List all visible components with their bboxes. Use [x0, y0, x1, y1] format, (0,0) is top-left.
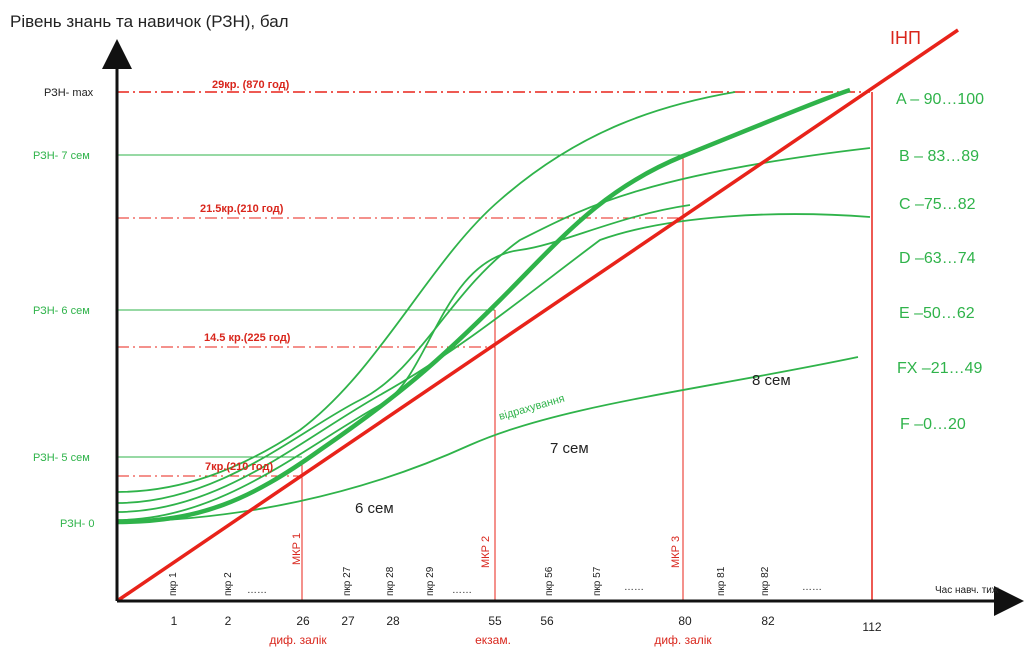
- y-label-sem5: РЗН- 5 сем: [33, 452, 90, 464]
- mkr-label: МКР 3: [670, 536, 682, 568]
- pkr-label: пкр 29: [425, 566, 436, 596]
- chart-title: Рівень знань та навичок (РЗН), бал: [10, 12, 289, 31]
- x-sub-dif-zalik-1: диф. залік: [269, 633, 327, 647]
- x-tick-28: 28: [386, 614, 400, 628]
- dots-gap: ……: [247, 585, 267, 596]
- main-progress-curve: [116, 87, 851, 525]
- inp-line: [116, 28, 959, 603]
- x-tick-112: 112: [862, 620, 881, 634]
- grade-d: D –63…74: [899, 250, 976, 267]
- credit-label-29: 29кр. (870 год): [212, 79, 290, 91]
- x-tick-82: 82: [761, 614, 775, 628]
- credit-label-21: 21.5кр.(210 год): [200, 203, 284, 215]
- pkr-label: пкр 57: [592, 566, 603, 596]
- grade-b: B – 83…89: [899, 148, 979, 165]
- x-tick-27: 27: [341, 614, 355, 628]
- dots-gap: ……: [802, 582, 822, 593]
- x-tick-55: 55: [488, 614, 502, 628]
- dots-gap: ……: [452, 585, 472, 596]
- pkr-label: пкр 82: [760, 566, 771, 596]
- curve-dropout: [116, 356, 859, 523]
- y-label-max: РЗН- max: [44, 87, 94, 99]
- semester-label-8: 8 сем: [752, 372, 791, 389]
- semester-label-6: 6 сем: [355, 500, 394, 517]
- x-tick-56: 56: [540, 614, 554, 628]
- grade-e: E –50…62: [899, 305, 975, 322]
- pkr-label: пкр 56: [544, 566, 555, 596]
- x-tick-2: 2: [225, 614, 232, 628]
- pkr-label: пкр 2: [223, 572, 234, 596]
- curve-d: [116, 204, 691, 521]
- pkr-label: пкр 28: [385, 566, 396, 596]
- y-label-sem7: РЗН- 7 сем: [33, 150, 90, 162]
- x-tick-26: 26: [296, 614, 310, 628]
- credit-label-14: 14.5 кр.(225 год): [204, 332, 291, 344]
- pkr-label: пкр 27: [342, 566, 353, 596]
- curve-b: [116, 147, 871, 504]
- credit-label-7: 7кр.(210 год): [205, 461, 273, 473]
- pkr-label: пкр 81: [716, 566, 727, 596]
- inp-label: ІНП: [890, 28, 921, 48]
- x-tick-1: 1: [171, 614, 178, 628]
- green-curves: [116, 91, 871, 523]
- x-axis-label: Час навч. тиж: [935, 585, 999, 596]
- grade-fx: FX –21…49: [897, 360, 982, 377]
- mkr-label: МКР 2: [480, 536, 492, 568]
- semester-label-7: 7 сем: [550, 440, 589, 457]
- dots-gap: ……: [624, 582, 644, 593]
- mkr-label: МКР 1: [291, 533, 303, 565]
- curve-top: [116, 91, 736, 493]
- pkr-label: пкр 1: [168, 572, 179, 596]
- y-label-zero: РЗН- 0: [60, 518, 95, 530]
- grade-f: F –0…20: [900, 416, 966, 433]
- curve-c: [116, 213, 871, 513]
- x-tick-80: 80: [678, 614, 692, 628]
- y-label-sem6: РЗН- 6 сем: [33, 305, 90, 317]
- x-sub-dif-zalik-2: диф. залік: [654, 633, 712, 647]
- x-sub-ekzam: екзам.: [475, 633, 511, 647]
- grade-a: A – 90…100: [896, 91, 984, 108]
- grade-c: C –75…82: [899, 196, 976, 213]
- dropout-label: відрахування: [498, 393, 567, 423]
